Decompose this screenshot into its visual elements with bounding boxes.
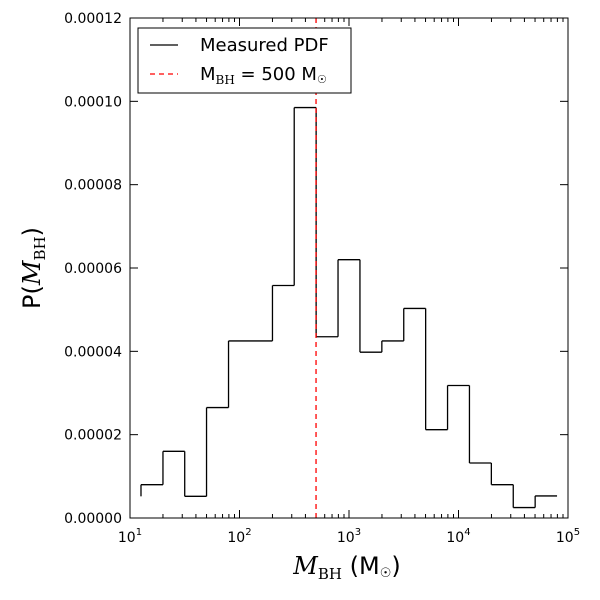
y-tick-label: 0.00012	[64, 11, 122, 27]
x-tick-label: 103	[337, 527, 361, 546]
x-axis-title: MBH (M☉)	[292, 552, 400, 583]
legend: Measured PDF MBH = 500 M☉	[137, 27, 352, 94]
y-tick-label: 0.00000	[64, 511, 122, 527]
legend-label-measured: Measured PDF	[200, 35, 329, 56]
legend-label-reference: MBH = 500 M☉	[200, 64, 327, 87]
y-tick-label: 0.00010	[64, 94, 122, 110]
y-tick-label: 0.00002	[64, 428, 122, 444]
y-tick-label: 0.00008	[64, 178, 122, 194]
x-tick-label: 104	[446, 527, 470, 546]
data-layer	[140, 18, 558, 518]
x-tick-label: 105	[556, 527, 580, 546]
legend-box	[137, 27, 352, 94]
y-axis-title: P(MBH)	[18, 227, 49, 309]
x-tick-label: 101	[118, 527, 142, 546]
plot-frame	[129, 17, 569, 519]
y-tick-label: 0.00004	[64, 344, 122, 360]
y-tick-label: 0.00006	[64, 261, 122, 277]
x-tick-label: 102	[227, 527, 251, 546]
